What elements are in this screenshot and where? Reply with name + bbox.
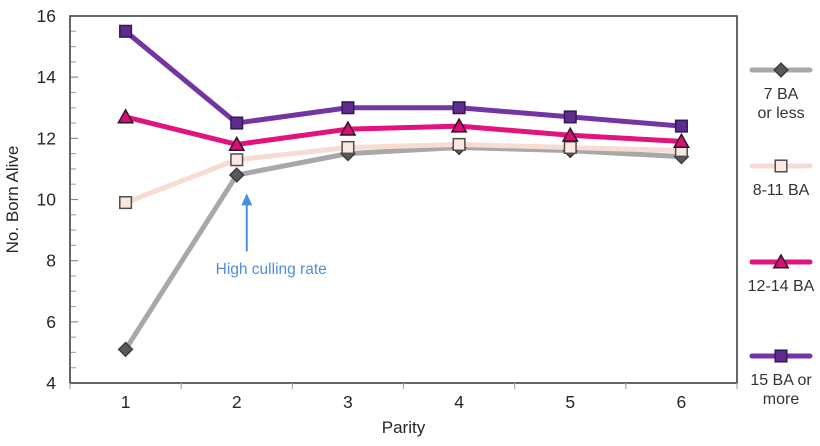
legend-label: or less bbox=[757, 105, 804, 122]
data-point-marker bbox=[117, 341, 134, 358]
legend-label: 8-11 BA bbox=[753, 182, 810, 199]
data-point-marker bbox=[561, 126, 579, 142]
legend-item-15-ba-or-more: 15 BA or more bbox=[749, 349, 813, 408]
y-tick-label: 16 bbox=[37, 6, 56, 26]
data-point-marker bbox=[230, 116, 244, 130]
data-point-marker bbox=[452, 101, 466, 115]
series-line bbox=[123, 145, 684, 352]
x-tick-label: 6 bbox=[677, 392, 687, 412]
data-point-marker bbox=[450, 117, 468, 133]
data-point-marker bbox=[117, 108, 135, 124]
legend-label: more bbox=[763, 391, 800, 408]
y-tick-label: 6 bbox=[46, 312, 56, 332]
legend: 7 BA or less 8-11 BA 12-14 BA 15 BA or more bbox=[748, 62, 815, 408]
data-point-marker bbox=[774, 159, 788, 173]
data-point-marker bbox=[341, 140, 355, 155]
data-point-marker bbox=[339, 120, 357, 136]
series-12-14-ba bbox=[117, 108, 690, 151]
x-tick-label: 1 bbox=[121, 392, 131, 412]
legend-item-8-11-ba: 8-11 BA bbox=[749, 159, 813, 199]
x-tick-label: 4 bbox=[454, 392, 464, 412]
x-tick-label: 2 bbox=[232, 392, 242, 412]
data-point-marker bbox=[230, 153, 244, 167]
legend-item-12-14-ba: 12-14 BA bbox=[748, 253, 815, 295]
data-point-marker bbox=[772, 253, 790, 269]
series-15-ba-or-more bbox=[119, 24, 688, 133]
data-point-marker bbox=[119, 196, 133, 210]
y-axis: 4 6 8 10 12 14 16 bbox=[37, 6, 78, 393]
x-tick-label: 5 bbox=[565, 392, 575, 412]
series-line bbox=[123, 28, 684, 129]
data-point-marker bbox=[773, 62, 789, 78]
x-axis-title: Parity bbox=[382, 418, 426, 437]
x-axis: 1 2 3 4 5 6 bbox=[69, 383, 738, 412]
legend-label: 7 BA bbox=[764, 86, 799, 103]
y-tick-label: 14 bbox=[37, 67, 57, 87]
data-point-marker bbox=[119, 24, 133, 38]
x-tick-label: 3 bbox=[343, 392, 353, 412]
data-point-marker bbox=[563, 140, 577, 155]
legend-label: 12-14 BA bbox=[748, 278, 815, 295]
data-point-marker bbox=[674, 119, 688, 133]
legend-label: 15 BA or bbox=[750, 372, 812, 389]
up-arrow-icon bbox=[241, 193, 253, 206]
data-point-marker bbox=[341, 101, 355, 115]
data-point-marker bbox=[228, 135, 246, 151]
y-tick-label: 8 bbox=[46, 251, 56, 271]
data-point-marker bbox=[672, 132, 690, 148]
data-point-marker bbox=[774, 349, 788, 363]
y-tick-label: 4 bbox=[46, 373, 56, 393]
series-line bbox=[123, 141, 684, 206]
data-point-marker bbox=[563, 110, 577, 124]
y-axis-title: No. Born Alive bbox=[3, 146, 22, 254]
y-tick-label: 10 bbox=[37, 190, 57, 210]
annotation-label: High culling rate bbox=[216, 261, 327, 278]
legend-item-7-ba-or-less: 7 BA or less bbox=[749, 62, 813, 122]
series-8-11-ba bbox=[119, 137, 688, 210]
annotation-high-culling-rate: High culling rate bbox=[216, 193, 327, 278]
data-point-marker bbox=[228, 167, 245, 183]
data-point-marker bbox=[452, 137, 466, 151]
series-line bbox=[123, 114, 684, 147]
y-tick-label: 12 bbox=[37, 128, 56, 148]
